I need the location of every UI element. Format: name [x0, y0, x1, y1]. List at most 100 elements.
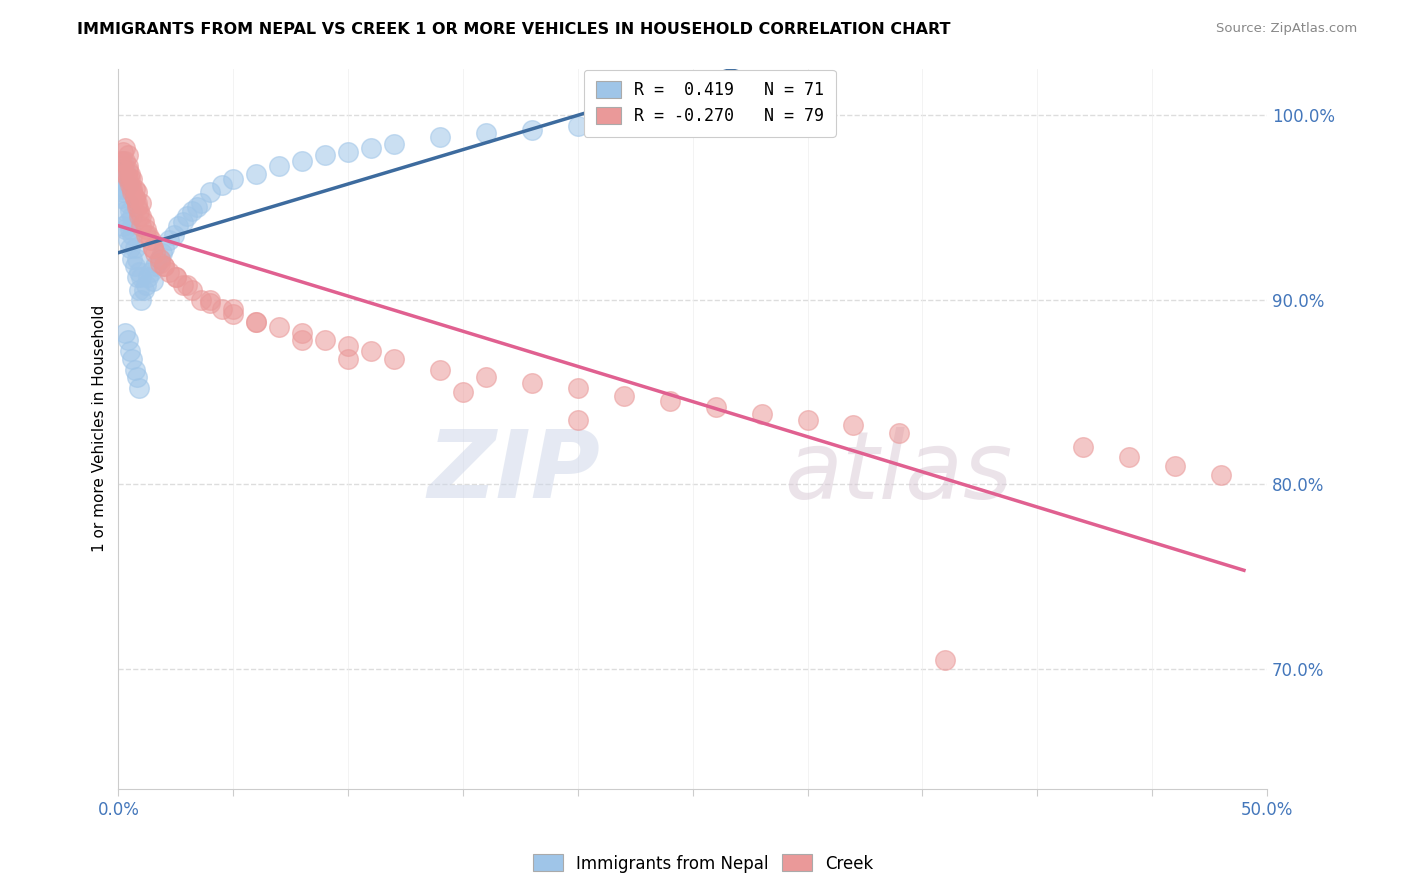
Point [118, 178, 141, 192]
Point [1118, 450, 1140, 464]
Point [125, 200, 148, 214]
Point [132, 215, 155, 229]
Point [135, 222, 157, 236]
Text: IMMIGRANTS FROM NEPAL VS CREEK 1 OR MORE VEHICLES IN HOUSEHOLD CORRELATION CHART: IMMIGRANTS FROM NEPAL VS CREEK 1 OR MORE… [77, 22, 950, 37]
Point [131, 270, 153, 285]
Point [118, 344, 141, 359]
Point [429, 362, 451, 376]
Point [125, 186, 148, 200]
Point [934, 653, 956, 667]
Point [211, 178, 233, 192]
Point [125, 252, 148, 266]
Point [117, 160, 139, 174]
Point [162, 227, 184, 242]
Point [200, 293, 222, 307]
Point [167, 219, 190, 233]
Point [131, 210, 153, 224]
Point [269, 320, 291, 334]
Point [613, 115, 636, 129]
Point [117, 333, 139, 347]
Point [117, 178, 139, 192]
Point [112, 153, 135, 168]
Point [360, 141, 382, 155]
Point [143, 259, 166, 273]
Point [112, 186, 135, 200]
Point [121, 172, 143, 186]
Point [128, 381, 150, 395]
Point [150, 246, 173, 260]
Point [139, 265, 162, 279]
Point [222, 301, 245, 316]
Point [153, 259, 176, 273]
Point [153, 241, 176, 255]
Point [114, 222, 136, 236]
Point [135, 227, 157, 242]
Point [211, 301, 233, 316]
Point [751, 407, 773, 421]
Point [112, 172, 135, 186]
Point [125, 370, 148, 384]
Point [125, 270, 148, 285]
Point [142, 241, 165, 255]
Point [382, 137, 405, 152]
Point [121, 227, 143, 242]
Point [165, 270, 187, 285]
Point [131, 196, 153, 211]
Text: Source: ZipAtlas.com: Source: ZipAtlas.com [1216, 22, 1357, 36]
Point [128, 210, 150, 224]
Point [110, 191, 132, 205]
Point [131, 293, 153, 307]
Legend: Immigrants from Nepal, Creek: Immigrants from Nepal, Creek [526, 847, 880, 880]
Point [889, 425, 911, 440]
Point [1209, 468, 1232, 483]
Point [269, 160, 291, 174]
Point [337, 339, 360, 353]
Point [190, 196, 212, 211]
Point [114, 203, 136, 218]
Point [451, 384, 474, 399]
Point [245, 167, 267, 181]
Point [114, 326, 136, 340]
Point [222, 172, 245, 186]
Point [112, 219, 135, 233]
Point [110, 153, 132, 168]
Point [1071, 441, 1094, 455]
Text: ZIP: ZIP [427, 426, 600, 518]
Point [567, 412, 589, 426]
Point [114, 163, 136, 178]
Point [112, 145, 135, 159]
Point [567, 119, 589, 133]
Point [117, 172, 139, 186]
Point [360, 344, 382, 359]
Point [200, 296, 222, 310]
Point [157, 265, 180, 279]
Point [186, 200, 208, 214]
Point [143, 246, 166, 260]
Point [118, 241, 141, 255]
Point [124, 259, 146, 273]
Point [337, 145, 360, 159]
Point [291, 333, 314, 347]
Point [172, 277, 194, 292]
Point [114, 141, 136, 155]
Point [139, 233, 162, 247]
Point [291, 326, 314, 340]
Point [153, 259, 176, 273]
Point [149, 255, 172, 269]
Point [124, 191, 146, 205]
Point [117, 215, 139, 229]
Point [142, 274, 165, 288]
Point [658, 394, 681, 409]
Point [704, 108, 727, 122]
Text: atlas: atlas [785, 426, 1012, 517]
Point [112, 163, 135, 178]
Point [520, 122, 543, 136]
Point [114, 153, 136, 168]
Point [176, 277, 198, 292]
Point [1164, 458, 1187, 473]
Point [121, 181, 143, 195]
Point [132, 283, 155, 297]
Point [222, 307, 245, 321]
Point [314, 148, 336, 162]
Point [118, 172, 141, 186]
